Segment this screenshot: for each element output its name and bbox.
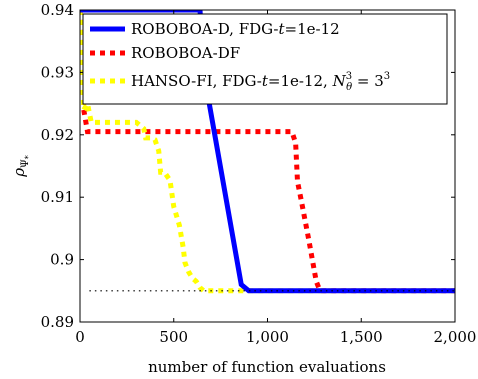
svg-text:ρΨ*: ρΨ*: [10, 155, 33, 178]
y-tick-label: 0.94: [41, 1, 74, 19]
y-tick-label: 0.92: [41, 126, 74, 144]
x-tick-label: 0: [75, 328, 85, 346]
legend-label-2: HANSO-FI, FDG-t=1e-12, N3 θ = 33: [131, 71, 390, 93]
legend-box: [82, 13, 448, 105]
y-tick-label: 0.93: [41, 63, 74, 81]
x-tick-label: 1,000: [246, 328, 289, 346]
x-tick-label: 1,500: [340, 328, 383, 346]
legend: ROBOBOA-D, FDG-t=1e-12 ROBOBOA-DF HANSO-FI…: [82, 13, 448, 105]
x-tick-label: 500: [159, 328, 188, 346]
legend-label-1: ROBOBOA-DF: [131, 44, 240, 62]
y-axis-label: ρΨ*: [10, 155, 33, 178]
series-line-2: [80, 10, 455, 294]
x-axis-label: number of function evaluations: [148, 358, 386, 376]
legend-label-0: ROBOBOA-D, FDG-t=1e-12: [131, 20, 340, 38]
y-tick-label: 0.9: [50, 251, 74, 269]
y-tick-label: 0.89: [41, 313, 74, 331]
x-tick-label: 2,000: [434, 328, 477, 346]
y-tick-label: 0.91: [41, 188, 74, 206]
